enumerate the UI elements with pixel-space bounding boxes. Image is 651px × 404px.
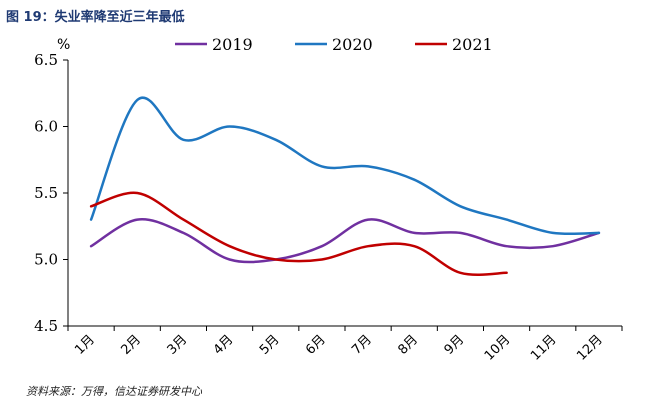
x-tick-label: 8月 — [395, 332, 421, 358]
x-tick-label: 10月 — [482, 332, 513, 363]
y-tick-label: 6.0 — [34, 118, 58, 136]
x-tick-label: 12月 — [574, 332, 605, 363]
legend-label-2020: 2020 — [332, 35, 373, 54]
x-tick-label: 6月 — [303, 332, 329, 358]
y-tick-label: 4.5 — [34, 317, 58, 335]
y-tick-label: 5.0 — [34, 251, 58, 269]
x-tick-label: 1月 — [72, 332, 98, 358]
axes-layer: 4.5 5.0 5.5 6.0 6.5 1月 2月 3月 4月 5月 6月 7月 8月 9月 10月 11月 1… — [34, 51, 623, 364]
x-tick-label: 4月 — [211, 332, 237, 358]
legend-label-2019: 2019 — [212, 35, 253, 54]
y-tick-label: 5.5 — [34, 184, 58, 202]
x-tick-label: 5月 — [257, 332, 283, 358]
y-tick-label: 6.5 — [34, 51, 58, 69]
series-line-2021 — [89, 191, 508, 276]
legend: 2019 2020 2021 — [175, 35, 493, 54]
figure-source: 资料来源：万得，信达证券研发中心 — [26, 385, 202, 398]
x-tick-label: 3月 — [165, 332, 191, 358]
legend-label-2021: 2021 — [452, 35, 493, 54]
series-line-2019 — [89, 218, 601, 264]
figure-title: 图 19：失业率降至近三年最低 — [6, 10, 185, 25]
x-tick-label: 11月 — [528, 332, 559, 363]
series-layer — [89, 96, 601, 276]
y-axis-unit-label: % — [57, 37, 70, 53]
x-tick-label: 9月 — [442, 332, 468, 358]
x-tick-label: 2月 — [118, 332, 144, 358]
x-tick-label: 7月 — [349, 332, 375, 358]
series-line-2020 — [89, 96, 601, 236]
